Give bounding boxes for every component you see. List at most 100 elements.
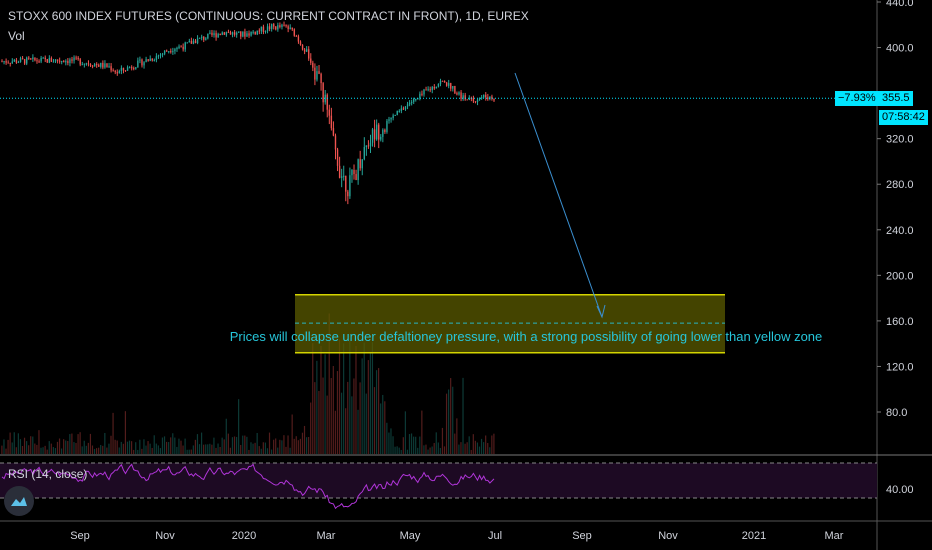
candle-body	[427, 89, 429, 91]
volume-bar	[458, 444, 460, 454]
volume-bar	[408, 434, 411, 454]
volume-bar	[365, 393, 367, 454]
volume-bar	[394, 446, 396, 454]
volume-bar	[69, 434, 71, 454]
candle-body	[17, 61, 20, 63]
volume-bar	[98, 447, 100, 454]
candle-body	[260, 26, 263, 32]
candle-body	[478, 98, 481, 100]
candle-body	[89, 64, 92, 66]
candle-body	[77, 57, 79, 60]
volume-bar	[291, 414, 293, 454]
volume-bar	[472, 434, 474, 454]
candle-body	[250, 31, 252, 36]
candle-body	[225, 31, 228, 35]
candle-body	[120, 67, 123, 71]
volume-bar	[468, 436, 470, 454]
time-tick-label: 2020	[232, 530, 256, 542]
candle-body	[380, 136, 382, 140]
candle-body	[285, 25, 287, 27]
candle-body	[270, 24, 273, 30]
price-tick-label: 440.0	[886, 0, 914, 9]
candle-body	[240, 31, 242, 37]
candle-body	[437, 83, 440, 87]
candle-body	[480, 97, 483, 99]
candle-body	[184, 42, 186, 50]
candle-body	[147, 59, 149, 61]
volume-bar	[217, 443, 219, 454]
volume-bar	[182, 445, 184, 454]
candle-body	[289, 27, 291, 29]
candle-body	[102, 62, 104, 68]
volume-bar	[73, 442, 75, 454]
volume-bar	[421, 410, 423, 454]
candle-body	[19, 58, 22, 62]
volume-bar	[293, 438, 295, 454]
candle-body	[227, 31, 230, 33]
volume-bar	[326, 395, 328, 454]
candle-body	[474, 101, 477, 103]
volume-bar	[137, 449, 139, 454]
volume-bar	[462, 377, 464, 454]
candle-body	[209, 32, 211, 34]
rsi-line	[1, 463, 495, 510]
volume-bar	[235, 436, 238, 454]
candle-body	[178, 46, 180, 48]
candle-body	[40, 57, 42, 62]
volume-bar	[464, 443, 466, 454]
candle-body	[441, 80, 444, 82]
last-price-badge: 355.5	[879, 91, 913, 106]
volume-bar	[398, 447, 400, 454]
candle-body	[445, 82, 448, 86]
volume-bar	[268, 432, 271, 454]
volume-bar	[63, 439, 65, 454]
volume-bar	[1, 445, 3, 454]
volume-bar	[149, 443, 151, 454]
candle-body	[182, 46, 184, 50]
volume-bar	[406, 449, 409, 454]
price-axis[interactable]: 440.0 400.0 320.0 280.0 240.0 200.0 160.0 120.0…	[877, 0, 914, 419]
candle-body	[359, 159, 361, 169]
volume-bar	[266, 448, 269, 454]
candle-body	[384, 129, 386, 132]
time-tick-label: 2021	[742, 530, 766, 542]
volume-bar	[448, 389, 450, 454]
candle-body	[36, 60, 38, 62]
price-tick-label: 400.0	[886, 43, 914, 55]
candle-body	[71, 59, 73, 61]
candle-body	[34, 57, 36, 61]
volume-bar	[443, 446, 446, 454]
volume-bar	[231, 437, 234, 454]
candle-body	[165, 50, 168, 52]
rsi-tick-label: 40.00	[886, 484, 914, 496]
time-tick-label: Jul	[488, 530, 502, 542]
candle-body	[114, 71, 116, 73]
volume-bar	[110, 435, 112, 454]
candle-body	[3, 61, 5, 63]
candle-body	[349, 175, 351, 197]
volume-bar	[11, 442, 13, 454]
candle-body	[56, 59, 59, 61]
candle-body	[450, 83, 452, 89]
volume-bar	[301, 432, 304, 454]
candle-body	[75, 57, 77, 59]
volume-bar	[478, 446, 481, 454]
tradingview-cloud-icon[interactable]	[4, 486, 34, 516]
candle-body	[242, 31, 244, 37]
candle-body	[314, 67, 316, 80]
volume-bar	[466, 442, 468, 454]
candle-body	[130, 67, 133, 69]
volume-bar	[347, 381, 349, 454]
candle-body	[219, 34, 221, 36]
candle-body	[347, 191, 349, 197]
candle-body	[207, 33, 209, 39]
volume-bar	[454, 433, 456, 454]
volume-bar	[351, 396, 353, 454]
volume-bar	[186, 449, 188, 454]
volume-bar	[85, 445, 87, 454]
candle-body	[176, 47, 178, 50]
time-tick-label: May	[400, 530, 421, 542]
time-axis[interactable]: Sep Nov 2020 Mar May Jul Sep Nov 2021 Mar	[70, 530, 844, 542]
volume-bar	[170, 437, 172, 454]
